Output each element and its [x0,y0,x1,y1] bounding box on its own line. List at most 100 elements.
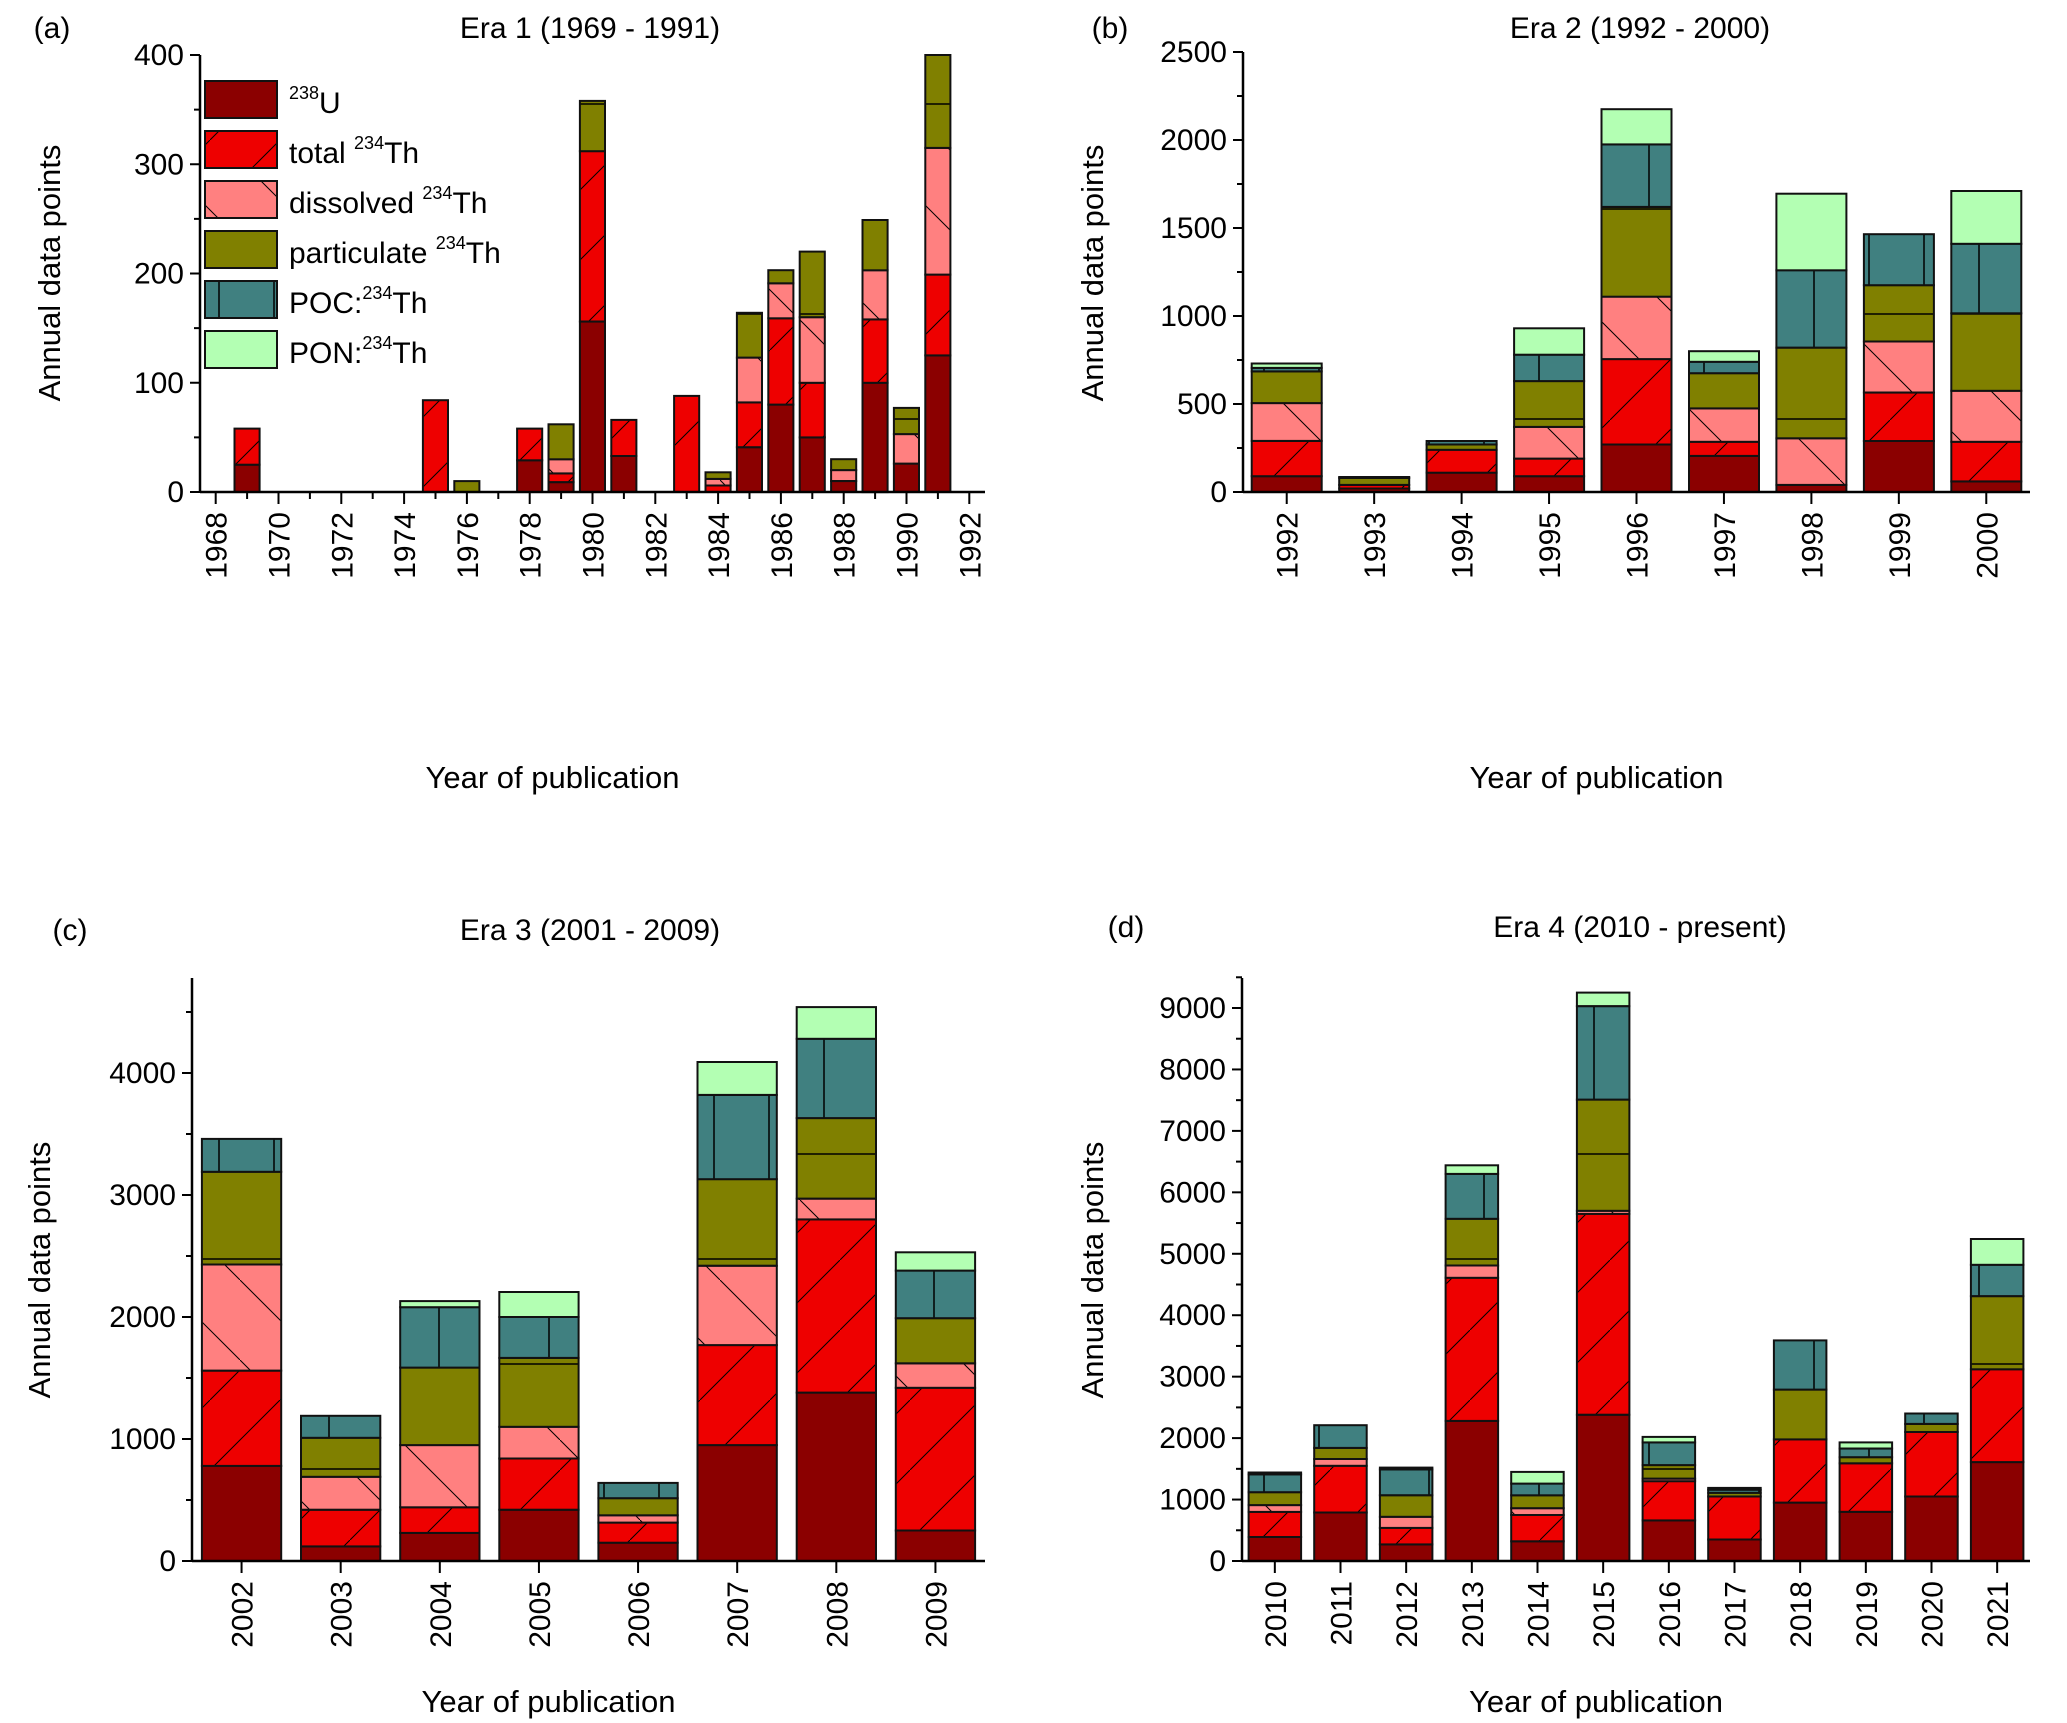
bar-pattern-dissolved-th234-2016 [1642,1478,1696,1482]
bar-pattern-particulate-th234-2007 [697,1179,777,1266]
y-tick-label: 2000 [1160,124,1227,157]
y-tick-label: 3000 [1159,1361,1226,1394]
y-axis-title: Annual data points [1075,1142,1110,1399]
legend-swatch-outline [204,330,278,369]
chart-title: Era 3 (2001 - 2009) [460,914,720,947]
bar-outline-pon-th234-2021 [1969,1238,2025,1266]
bar-pattern-total-th234-2019 [1839,1463,1893,1512]
bar-outline-particulate-th234-1980 [578,99,607,153]
bar-u238-2008 [796,1392,876,1561]
bar-pattern-dissolved-th234-2014 [1511,1508,1564,1515]
bar-pattern-particulate-th234-1998 [1776,347,1847,439]
bar-pattern-particulate-th234-2000 [1951,313,2022,391]
y-tick-label: 4000 [1159,1299,1226,1332]
bar-u238-2000 [1951,481,2022,492]
x-tick-label: 1978 [515,512,548,579]
chart-panel-b: 0 500 1000 1500 2000 2500 1992 1993 1994 1995 1996… [1075,12,2030,795]
bar-pattern-particulate-th234-1993 [1339,477,1410,485]
bar-pattern-poc-th234-2015 [1576,1006,1630,1100]
bar-pattern-dissolved-th234-1989 [862,270,888,320]
y-tick-label: 3000 [109,1179,176,1212]
x-tick-label: 2017 [1720,1581,1753,1648]
bar-pattern-poc-th234-2021 [1970,1264,2024,1297]
bar-outline-total-th234-1969 [233,427,261,466]
bar-pattern-particulate-th234-1986 [768,270,794,284]
bar-u238-1998 [1776,485,1847,492]
bar-u238-1989 [862,382,888,493]
bar-pattern-dissolved-th234-2015 [1576,1210,1630,1214]
x-tick-label: 1995 [1534,512,1567,579]
bar-outline-particulate-th234-1979 [547,423,575,461]
bar-pattern-total-th234-2006 [598,1522,678,1543]
bar-pattern-total-th234-2004 [400,1507,480,1533]
x-tick-label: 1972 [326,512,359,579]
bar-pattern-particulate-th234-1980 [579,100,605,152]
bar-pon-th234-2000 [1951,191,2022,244]
bar-outline-pon-th234-2009 [894,1251,977,1272]
bar-pattern-total-th234-1986 [768,318,794,405]
bar-pattern-total-th234-2016 [1642,1481,1696,1521]
bar-pattern-total-th234-2003 [301,1509,381,1547]
bar-pon-th234-2019 [1839,1442,1893,1449]
bar-pattern-poc-th234-2003 [301,1415,381,1438]
bar-pattern-poc-th234-2002 [201,1138,282,1172]
y-tick-label: 2000 [1159,1422,1226,1455]
bar-pattern-particulate-th234-2012 [1379,1495,1433,1517]
bar-pon-th234-2021 [1970,1239,2024,1265]
bar-outline-pon-th234-2007 [696,1061,778,1096]
bar-u238-1981 [611,455,637,492]
bar-pattern-total-th234-1996 [1601,359,1672,445]
bar-outline-pon-th234-2019 [1838,1441,1894,1450]
bar-outline-pon-th234-2000 [1950,190,2023,245]
legend-swatch-outline [204,230,278,269]
bar-pattern-particulate-th234-1990 [893,407,919,435]
bar-outline-poc-th234-2002 [200,1137,283,1173]
bar-pattern-particulate-th234-1992 [1251,371,1322,404]
bar-pon-th234-1996 [1601,109,1672,145]
bar-pattern-particulate-th234-2008 [796,1118,876,1199]
bar-u238-2006 [598,1542,678,1561]
bar-pattern-dissolved-th234-2012 [1379,1516,1433,1528]
bar-u238-1969 [234,464,260,492]
bar-u238-1978 [517,460,543,492]
bar-u238-2007 [697,1445,777,1561]
x-tick-label: 2006 [623,1581,656,1648]
bar-pattern-dissolved-th234-2010 [1248,1505,1302,1512]
bar-pattern-total-th234-2011 [1314,1465,1367,1513]
bar-u238-2005 [499,1509,579,1561]
bar-pattern-total-th234-2002 [201,1370,282,1466]
bar-outline-poc-th234-2018 [1772,1339,1828,1391]
bar-pattern-total-th234-2008 [796,1219,876,1393]
legend-item-dissolved-th234: dissolved 234Th [204,180,487,220]
bar-pattern-dissolved-th234-1991 [925,147,951,275]
bar-u238-1985 [736,447,762,492]
bar-pattern-dissolved-th234-2003 [301,1476,381,1510]
legend-swatch-pattern [205,231,277,268]
bar-pattern-total-th234-1987 [799,382,825,438]
bar-u238-2018 [1773,1502,1827,1561]
bar-pattern-dissolved-th234-1995 [1514,426,1585,459]
y-tick-label: 0 [1209,1545,1226,1578]
bar-pon-th234-1997 [1689,351,1759,362]
bar-outline-pon-th234-2004 [399,1300,481,1309]
legend-swatch-outline [204,180,278,219]
bar-u238-2003 [301,1546,381,1561]
bar-pattern-total-th234-1992 [1251,441,1322,477]
bar-pattern-particulate-th234-2006 [598,1498,678,1516]
y-tick-label: 0 [1210,476,1227,509]
x-tick-label: 1993 [1359,512,1392,579]
bar-pattern-dissolved-th234-2002 [201,1264,282,1371]
bar-u238-2020 [1905,1496,1958,1561]
panel-label: (a) [34,12,71,45]
legend-item-pon-th234: PON:234Th [204,330,427,370]
bar-pattern-total-th234-1983 [674,395,700,492]
x-tick-label: 1998 [1796,512,1829,579]
bar-outline-pon-th234-2012 [1378,1466,1434,1471]
x-tick-label: 2021 [1982,1581,2015,1648]
bar-pattern-dissolved-th234-2013 [1445,1265,1499,1278]
legend-label: dissolved 234Th [289,183,487,220]
x-tick-label: 2013 [1457,1581,1490,1648]
bar-pattern-particulate-th234-2010 [1248,1492,1302,1506]
bar-u238-2015 [1576,1414,1630,1561]
bar-pattern-particulate-th234-1976 [454,481,480,492]
